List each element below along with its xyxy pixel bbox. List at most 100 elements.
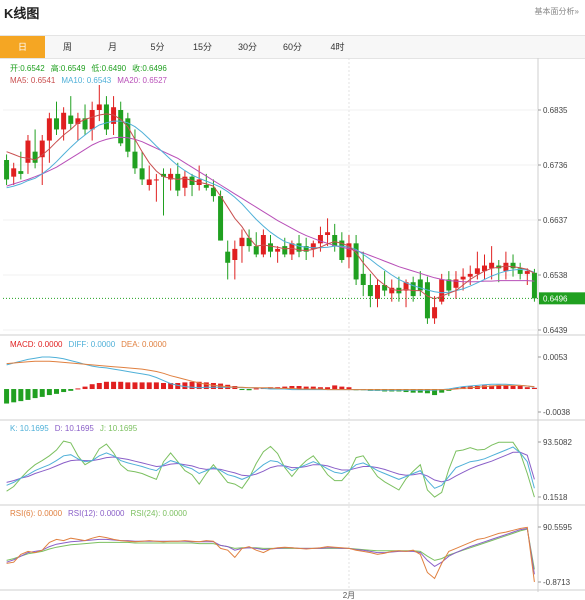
candle-body xyxy=(96,104,102,110)
candle xyxy=(346,235,352,269)
ma5-line xyxy=(6,113,535,300)
macd-bar xyxy=(339,386,345,390)
tab-60min[interactable]: 60分 xyxy=(282,42,302,52)
fundamental-analysis-link[interactable]: 基本面分析» xyxy=(534,7,579,16)
candle-body xyxy=(103,104,109,130)
macd-bar xyxy=(524,387,530,390)
ohlc-info: 高:0.6549 xyxy=(51,63,86,73)
tab-5min[interactable]: 5分 xyxy=(150,42,165,52)
kdj-info: J: 10.1695 xyxy=(100,424,138,433)
candle-body xyxy=(18,171,24,174)
macd-bar xyxy=(239,389,245,391)
candle-body xyxy=(303,246,309,252)
macd-bar xyxy=(25,389,31,400)
candle-body xyxy=(353,243,359,280)
tab-15min[interactable]: 15分 xyxy=(192,42,212,52)
candle xyxy=(382,271,388,297)
candle xyxy=(146,165,152,191)
candle xyxy=(403,279,409,308)
tab-day[interactable]: 日 xyxy=(0,36,45,58)
macd-bar xyxy=(482,385,487,390)
kline-y-tick-label: 0.6736 xyxy=(543,161,568,170)
macd-bar xyxy=(453,387,459,390)
candle-body xyxy=(268,243,273,252)
candle-body xyxy=(132,151,138,169)
candle-body xyxy=(39,140,45,158)
macd-info: MACD: 0.0000 xyxy=(10,340,63,349)
candle-body xyxy=(524,271,530,274)
candle-body xyxy=(125,118,131,152)
tab-4hour[interactable]: 4时 xyxy=(330,42,345,52)
ohlc-info: 低:0.6490 xyxy=(91,63,126,73)
candle-body xyxy=(289,243,295,255)
tab-30min[interactable]: 30分 xyxy=(237,42,257,52)
candle xyxy=(4,154,10,185)
macd-bar xyxy=(146,382,152,390)
ma20-line xyxy=(6,136,535,283)
page-title: K线图 xyxy=(4,6,40,21)
macd-bar xyxy=(153,382,159,390)
candle xyxy=(239,229,245,263)
candle-body xyxy=(253,246,259,255)
kline-y-tick-label: 0.6538 xyxy=(543,271,568,280)
candle-body xyxy=(446,279,452,291)
rsi6-line xyxy=(6,526,535,583)
tab-week[interactable]: 周 xyxy=(62,42,72,52)
candle xyxy=(54,101,59,135)
rsi-y-tick-label: 90.5595 xyxy=(543,523,572,532)
candle-body xyxy=(203,185,209,188)
candle xyxy=(246,229,252,252)
candle xyxy=(510,254,516,277)
candle-body xyxy=(4,160,10,180)
candle xyxy=(132,129,138,174)
candle xyxy=(496,260,502,283)
candle-body xyxy=(61,112,67,130)
diff-line xyxy=(6,356,535,391)
candle xyxy=(367,273,373,308)
candle-body xyxy=(218,196,224,241)
candle-body xyxy=(317,235,323,244)
macd-bar xyxy=(289,386,295,390)
candle xyxy=(68,96,74,130)
ma-info: MA5: 0.6541 xyxy=(10,76,56,85)
period-tabs: 日 周 月 5分 15分 30分 60分 4时 xyxy=(0,35,585,59)
dea-line xyxy=(6,360,535,391)
candle xyxy=(32,129,38,169)
last-price-text: 0.6496 xyxy=(543,294,568,303)
candle-body xyxy=(75,118,81,124)
candle-body xyxy=(510,262,516,269)
candle xyxy=(453,271,459,299)
candle-body xyxy=(225,251,231,263)
candle-body xyxy=(417,279,423,291)
macd-bar xyxy=(168,382,174,390)
macd-bar xyxy=(310,386,316,390)
tab-month[interactable]: 月 xyxy=(107,42,117,52)
candle xyxy=(260,229,266,258)
candle xyxy=(253,232,259,258)
candle xyxy=(275,246,281,263)
macd-bar xyxy=(432,389,438,396)
candle-body xyxy=(139,168,145,180)
kline-y-tick-label: 0.6835 xyxy=(543,106,568,115)
candle xyxy=(11,162,17,185)
candle-body xyxy=(339,240,345,260)
macd-bar xyxy=(517,386,523,390)
candle xyxy=(489,246,495,280)
candle-body xyxy=(389,287,395,294)
macd-bar xyxy=(410,389,416,393)
candle-body xyxy=(382,285,388,291)
candle-body xyxy=(232,248,238,260)
macd-bar xyxy=(282,386,288,390)
candle-body xyxy=(360,273,366,285)
candle-body xyxy=(11,168,17,177)
candle-body xyxy=(325,232,331,235)
candle-body xyxy=(489,262,495,269)
macd-bar xyxy=(32,389,38,399)
last-price-tag xyxy=(539,292,585,305)
candle-body xyxy=(517,268,523,274)
candle-body xyxy=(531,272,537,299)
macd-bar xyxy=(182,382,188,390)
ma-info: MA10: 0.6543 xyxy=(61,76,111,85)
candle xyxy=(439,273,445,305)
